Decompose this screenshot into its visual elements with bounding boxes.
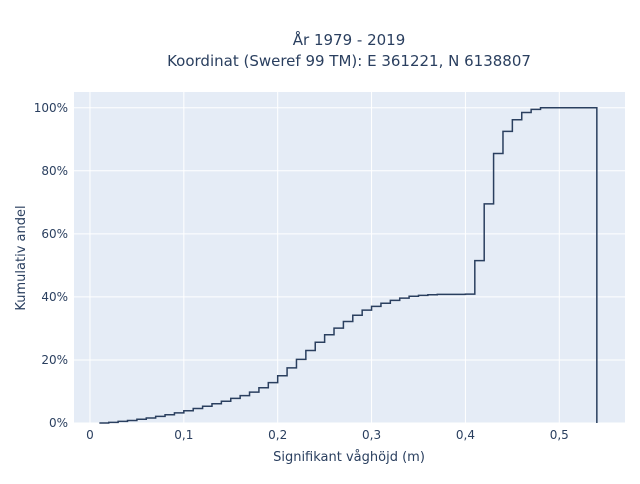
y-tick-label: 100% — [34, 101, 68, 115]
chart-title-line2: Koordinat (Sweref 99 TM): E 361221, N 61… — [167, 52, 531, 70]
y-tick-label: 60% — [41, 227, 68, 241]
y-tick-label: 0% — [49, 416, 68, 430]
tick-label-layer: 0 0,1 0,2 0,3 0,4 0,5 0% 20% 40% 60% 80% 100% — [34, 101, 569, 442]
y-tick-label: 80% — [41, 164, 68, 178]
y-axis-title: Kumulativ andel — [14, 205, 29, 310]
x-tick-label: 0,5 — [550, 428, 569, 442]
y-tick-label: 20% — [41, 353, 68, 367]
series-step-line — [99, 107, 598, 424]
plot-area — [74, 92, 625, 423]
x-tick-label: 0 — [86, 428, 94, 442]
y-tick-label: 40% — [41, 290, 68, 304]
x-tick-label: 0,2 — [268, 428, 287, 442]
x-axis-title: Signifikant våghöjd (m) — [273, 450, 425, 465]
x-tick-label: 0,4 — [456, 428, 475, 442]
x-tick-label: 0,1 — [174, 428, 193, 442]
grid-layer — [74, 92, 625, 424]
x-tick-label: 0,3 — [362, 428, 381, 442]
chart-title-line1: År 1979 - 2019 — [293, 30, 406, 49]
